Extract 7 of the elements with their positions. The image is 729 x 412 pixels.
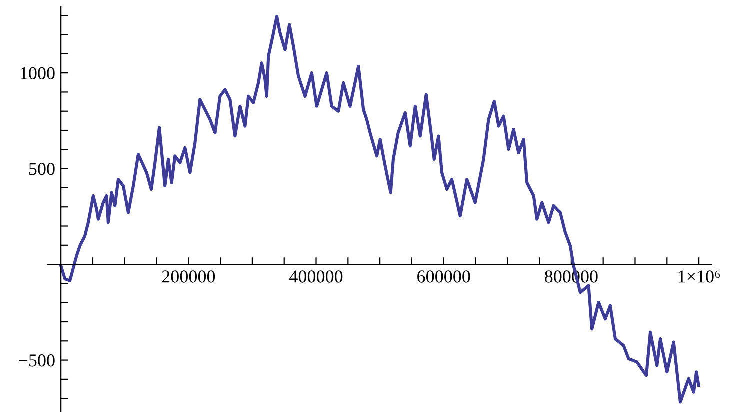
x-tick-label: 400000	[290, 270, 343, 283]
x-tick-label: 200000	[162, 270, 216, 283]
y-tick-label: 500	[29, 163, 55, 176]
y-tick-label: −500	[19, 354, 55, 367]
x-tick-label: 600000	[418, 270, 470, 283]
y-tick-label: 1000	[20, 67, 55, 80]
x-tick-label: 1×10⁶	[678, 270, 720, 283]
